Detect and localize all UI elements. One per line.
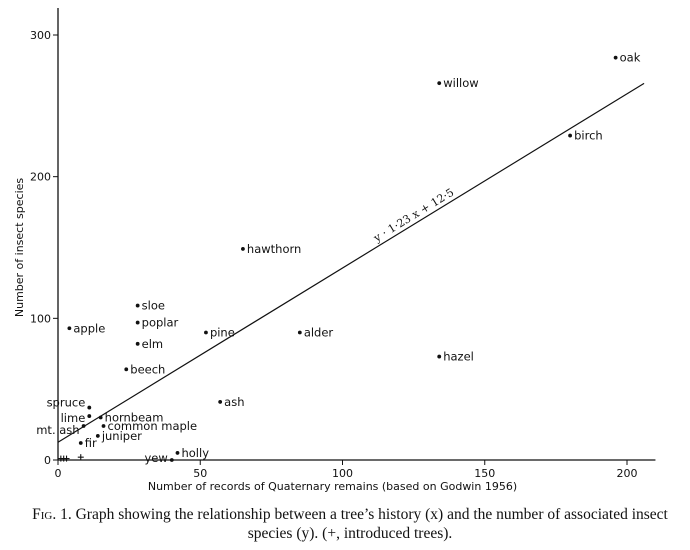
point-label-lime: lime <box>61 411 86 425</box>
point-label-spruce: spruce <box>47 396 86 410</box>
point-label-poplar: poplar <box>142 316 179 330</box>
y-tick-label: 300 <box>30 29 51 42</box>
figure-caption: Fig. 1. Graph showing the relationship b… <box>20 505 680 543</box>
y-axis-label: Number of insect species <box>13 178 26 318</box>
point-spruce <box>87 405 92 410</box>
introduced-tree-markers <box>57 454 84 462</box>
point-elm <box>135 341 140 346</box>
point-label-sloe: sloe <box>142 299 165 313</box>
point-holly <box>175 451 180 455</box>
point-label-hornbeam: hornbeam <box>105 411 164 425</box>
point-birch <box>568 133 572 138</box>
ticks: 0 100 200 300 0 50 100 150 200 <box>30 29 638 480</box>
point-label-hazel: hazel <box>443 350 474 364</box>
caption-text: Graph showing the relationship between a… <box>75 506 668 542</box>
point-label-yew: yew <box>145 451 168 465</box>
point-label-ash: ash <box>224 395 244 409</box>
point-juniper <box>95 434 100 438</box>
point-label-mt-ash: mt. ash <box>36 423 79 437</box>
x-tick-label: 50 <box>193 467 207 480</box>
point-fir <box>78 441 83 445</box>
point-pine <box>204 330 208 335</box>
point-label-common-maple: common maple <box>108 419 198 433</box>
point-label-willow: willow <box>443 76 478 90</box>
point-oak <box>613 55 618 60</box>
point-mt-ash <box>81 424 86 428</box>
point-label-birch: birch <box>574 129 603 143</box>
regression-line <box>57 82 645 443</box>
point-beech <box>124 367 129 372</box>
point-common-maple <box>101 424 106 428</box>
point-hawthorn <box>241 247 245 251</box>
y-tick-label: 200 <box>30 171 51 184</box>
point-hazel <box>437 354 442 359</box>
point-label-pine: pine <box>210 326 235 340</box>
point-hornbeam <box>98 415 103 420</box>
point-label-fir: fir <box>85 436 97 450</box>
y-tick-label: 0 <box>44 454 51 467</box>
x-tick-label: 150 <box>474 467 495 480</box>
point-lime <box>87 414 92 418</box>
x-tick-label: 200 <box>617 467 638 480</box>
scatter-chart: 0 100 200 300 0 50 100 150 200 y · 1·23 x + 12·5… <box>13 8 656 493</box>
caption-lead: Fig. 1. <box>32 506 72 523</box>
point-label-hawthorn: hawthorn <box>247 242 301 256</box>
point-poplar <box>135 320 140 325</box>
point-label-elm: elm <box>142 337 163 351</box>
regression-line-group: y · 1·23 x + 12·5 <box>57 82 645 443</box>
regression-equation-label: y · 1·23 x + 12·5 <box>371 186 457 245</box>
point-label-juniper: juniper <box>101 429 142 443</box>
x-tick-label: 100 <box>332 467 353 480</box>
point-apple <box>67 326 72 331</box>
axes <box>57 8 656 461</box>
x-axis-label: Number of records of Quaternary remains … <box>148 480 517 493</box>
point-yew <box>169 458 174 462</box>
x-tick-label: 0 <box>55 467 62 480</box>
point-label-apple: apple <box>73 321 105 335</box>
y-tick-label: 100 <box>30 312 51 325</box>
point-label-holly: holly <box>181 446 209 460</box>
point-label-beech: beech <box>130 362 165 376</box>
data-points: oak willow birch hawthorn sloe poplar elm apple… <box>36 51 640 465</box>
point-willow <box>437 81 442 86</box>
point-sloe <box>135 303 140 308</box>
point-label-alder: alder <box>304 326 334 340</box>
point-alder <box>297 330 302 335</box>
point-ash <box>218 400 223 404</box>
point-label-oak: oak <box>620 51 641 65</box>
